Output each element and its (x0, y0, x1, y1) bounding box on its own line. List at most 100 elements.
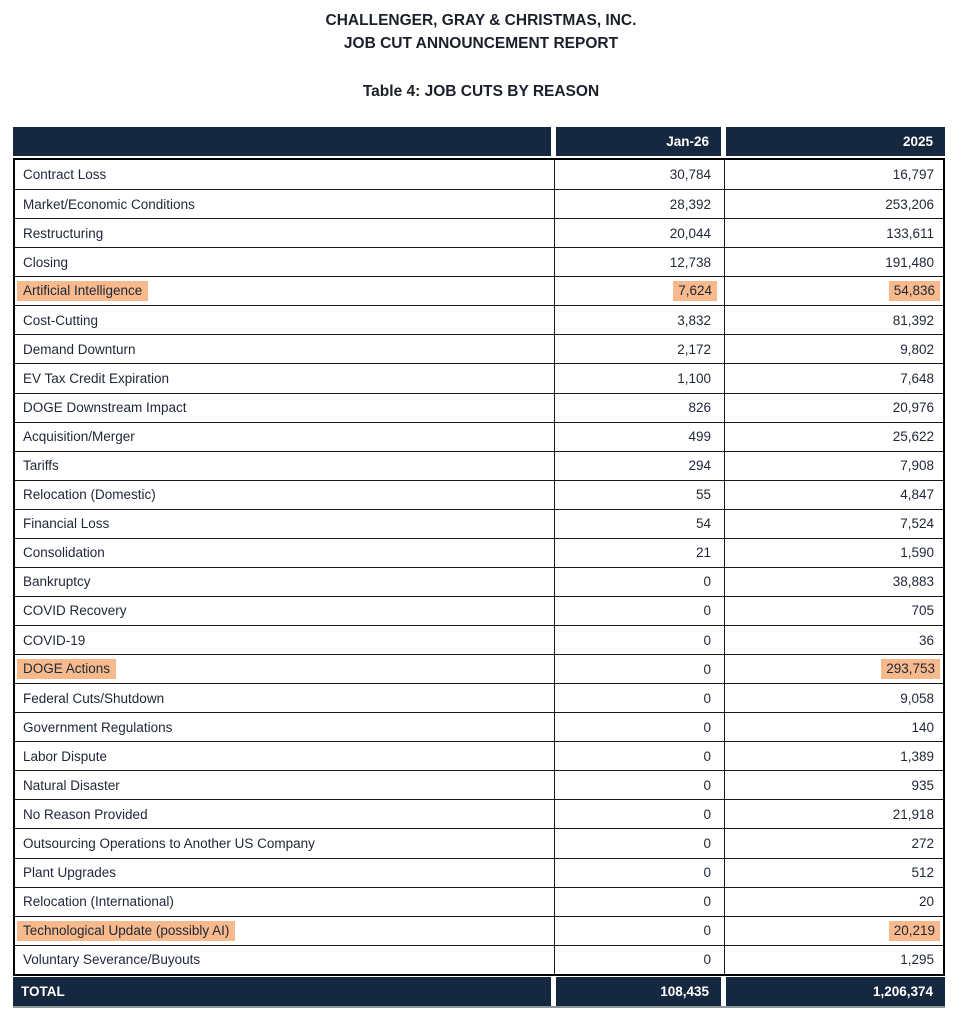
2025-value: 21,918 (892, 806, 934, 822)
2025-value: 1,295 (900, 952, 934, 968)
table-row: COVID-19 0 36 (15, 625, 943, 655)
table-header-row: Jan-26 2025 (13, 127, 945, 156)
reason-label: Federal Cuts/Shutdown (23, 690, 165, 706)
2025-value: 20 (918, 894, 934, 910)
jan26-cell: 12,738 (555, 248, 725, 277)
jan26-value: 0 (703, 690, 711, 706)
reason-cell: Artificial Intelligence (15, 277, 555, 306)
jan26-value: 499 (688, 429, 711, 445)
2025-cell: 21,918 (725, 800, 947, 828)
reason-label: Contract Loss (23, 167, 107, 183)
jan26-cell: 30,784 (555, 160, 725, 190)
jan26-value: 0 (703, 894, 711, 910)
table-row: Bankruptcy 0 38,883 (15, 566, 943, 596)
2025-cell: 16,797 (725, 160, 947, 189)
reason-cell: Restructuring (15, 219, 555, 248)
table-row: Contract Loss 30,784 16,797 (15, 160, 943, 190)
job-cuts-by-reason-table: Jan-26 2025 Contract Loss 30,784 16,797 … (13, 127, 945, 1008)
reason-cell: EV Tax Credit Expiration (15, 364, 555, 393)
jan26-value: 1,100 (677, 370, 711, 386)
2025-cell: 38,883 (725, 568, 947, 596)
2025-value: 4,847 (900, 487, 934, 503)
reason-label: Relocation (Domestic) (23, 487, 156, 503)
reason-cell: Technological Update (possibly AI) (15, 916, 555, 945)
jan26-cell: 54 (555, 509, 725, 538)
report-header: CHALLENGER, GRAY & CHRISTMAS, INC. JOB C… (0, 9, 962, 55)
reason-cell: COVID Recovery (15, 596, 555, 625)
reason-cell: Federal Cuts/Shutdown (15, 684, 555, 713)
reason-label: Financial Loss (23, 516, 110, 532)
table-row: DOGE Actions 0 293,753 (15, 654, 943, 684)
jan26-cell: 0 (555, 626, 725, 655)
report-title-line2: JOB CUT ANNOUNCEMENT REPORT (343, 35, 619, 52)
reason-label: Voluntary Severance/Buyouts (23, 952, 201, 968)
reason-cell: No Reason Provided (15, 800, 555, 829)
table-row: Cost-Cutting 3,832 81,392 (15, 305, 943, 335)
reason-cell: Government Regulations (15, 713, 555, 742)
2025-value: 140 (911, 719, 934, 735)
reason-cell: Relocation (Domestic) (15, 480, 555, 509)
2025-value: 9,058 (900, 690, 934, 706)
reason-cell: Contract Loss (15, 160, 555, 190)
table-row: Demand Downturn 2,172 9,802 (15, 334, 943, 364)
2025-value: 191,480 (885, 254, 934, 270)
reason-label: Plant Upgrades (23, 865, 117, 881)
reason-cell: Tariffs (15, 451, 555, 480)
2025-value: 20,976 (892, 400, 934, 416)
reason-label: Outsourcing Operations to Another US Com… (23, 835, 315, 851)
2025-value: 9,802 (900, 341, 934, 357)
jan26-cell: 294 (555, 451, 725, 480)
table-row: Market/Economic Conditions 28,392 253,20… (15, 189, 943, 219)
reason-label: Relocation (International) (23, 894, 174, 910)
jan26-cell: 0 (555, 800, 725, 829)
reason-cell: Voluntary Severance/Buyouts (15, 945, 555, 974)
2025-value: 253,206 (885, 196, 934, 212)
reason-cell: Financial Loss (15, 509, 555, 538)
jan26-value: 0 (703, 806, 711, 822)
table-row: Outsourcing Operations to Another US Com… (15, 828, 943, 858)
2025-cell: 20 (725, 888, 947, 916)
reason-label: Cost-Cutting (23, 312, 99, 328)
jan26-value: 826 (688, 400, 711, 416)
total-2025-value: 1,206,374 (726, 976, 945, 1006)
2025-cell: 20,976 (725, 394, 947, 422)
reason-label: Restructuring (23, 225, 104, 241)
2025-cell: 81,392 (725, 306, 947, 334)
reason-label: Natural Disaster (23, 777, 120, 793)
2025-value: 1,590 (900, 545, 934, 561)
table-row: Voluntary Severance/Buyouts 0 1,295 (15, 944, 943, 974)
total-row: TOTAL 108,435 1,206,374 (13, 976, 945, 1008)
jan26-value: 28,392 (669, 196, 711, 212)
jan26-cell: 0 (555, 655, 725, 684)
reason-cell: Relocation (International) (15, 887, 555, 916)
reason-cell: Acquisition/Merger (15, 422, 555, 451)
jan26-value: 0 (703, 748, 711, 764)
jan26-value: 0 (703, 632, 711, 648)
2025-cell: 705 (725, 597, 947, 625)
2025-cell: 7,648 (725, 364, 947, 392)
reason-label: Bankruptcy (23, 574, 91, 590)
2025-cell: 9,058 (725, 684, 947, 712)
jan26-value: 20,044 (669, 225, 711, 241)
2025-cell: 293,753 (725, 655, 947, 683)
table-row: Labor Dispute 0 1,389 (15, 741, 943, 771)
2025-cell: 253,206 (725, 190, 947, 218)
reason-label: Government Regulations (23, 719, 173, 735)
2025-cell: 1,295 (725, 946, 947, 974)
jan26-value: 55 (695, 487, 711, 503)
2025-value: 7,648 (900, 370, 934, 386)
jan26-cell: 0 (555, 684, 725, 713)
reason-label: Consolidation (23, 545, 105, 561)
2025-cell: 4,847 (725, 481, 947, 509)
jan26-cell: 2,172 (555, 335, 725, 364)
jan26-cell: 3,832 (555, 306, 725, 335)
2025-cell: 54,836 (725, 277, 947, 305)
table-row: Artificial Intelligence 7,624 54,836 (15, 276, 943, 306)
table-row: Natural Disaster 0 935 (15, 770, 943, 800)
2025-cell: 25,622 (725, 423, 947, 451)
jan26-value: 0 (703, 952, 711, 968)
jan26-cell: 0 (555, 858, 725, 887)
reason-label: Market/Economic Conditions (23, 196, 195, 212)
jan26-value: 0 (703, 574, 711, 590)
jan26-cell: 826 (555, 393, 725, 422)
